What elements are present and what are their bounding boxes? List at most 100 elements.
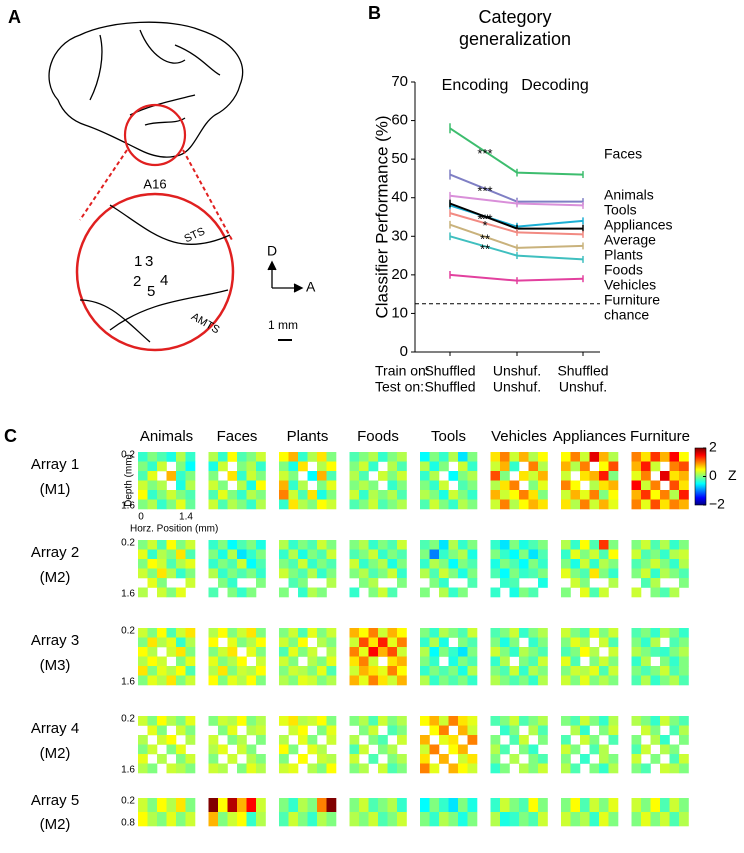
heatmap-cell xyxy=(439,637,449,648)
heatmap-cell xyxy=(608,666,619,676)
heatmap-cell xyxy=(509,549,520,560)
heatmap-cell xyxy=(500,471,510,481)
x-tick-label: Unshuf. xyxy=(559,379,607,395)
heatmap-cell xyxy=(608,628,619,638)
y-tick-label: 0.2 xyxy=(121,626,135,637)
heatmap-cell xyxy=(467,763,478,774)
heatmap-cell xyxy=(166,647,177,657)
heatmap-cell xyxy=(147,666,158,676)
heatmap-cell xyxy=(650,587,661,598)
heatmap-cell xyxy=(237,549,247,560)
heatmap-cell xyxy=(378,568,388,579)
heatmap-cell xyxy=(420,490,430,500)
heatmap-cell xyxy=(458,490,468,500)
column-header: Furniture xyxy=(630,428,690,445)
heatmap-cell xyxy=(528,744,539,755)
x-tick-label: Unshuf. xyxy=(493,363,541,379)
heatmap-cell xyxy=(519,452,529,462)
heatmap-cell xyxy=(166,568,177,579)
heatmap-cell xyxy=(349,568,360,579)
heatmap-cell xyxy=(439,461,449,472)
heatmap-cell xyxy=(631,666,642,676)
heatmap-cell xyxy=(397,647,407,657)
heatmap-cell xyxy=(528,812,539,827)
heatmap-cell xyxy=(429,480,440,491)
heatmap-cell xyxy=(176,628,186,638)
heatmap-cell xyxy=(490,452,501,462)
heatmap-cell xyxy=(166,628,177,638)
heatmap-cell xyxy=(387,540,398,550)
heatmap-cell xyxy=(237,656,247,667)
heatmap-cell xyxy=(589,656,600,667)
heatmap-cell xyxy=(317,675,327,686)
heatmap-cell xyxy=(509,754,520,764)
heatmap-cell xyxy=(237,471,247,481)
heatmap-cell xyxy=(570,452,581,462)
heatmap-cell xyxy=(256,452,266,462)
heatmap-cell xyxy=(669,744,680,755)
heatmap-cell xyxy=(439,559,449,569)
heatmap-cell xyxy=(589,628,600,638)
heatmap-cell xyxy=(641,637,651,648)
heatmap-cell xyxy=(397,559,407,569)
heatmap-cell xyxy=(599,763,609,774)
heatmap-cell xyxy=(500,499,510,510)
heatmap-cell xyxy=(599,637,609,648)
heatmap-cell xyxy=(599,559,609,569)
heatmap-cell xyxy=(157,452,167,462)
heatmap-cell xyxy=(246,540,257,550)
heatmap-cell xyxy=(490,461,501,472)
heatmap-cell xyxy=(538,812,548,827)
heatmap-cell xyxy=(378,540,388,550)
heatmap-cell xyxy=(288,480,299,491)
heatmap-cell xyxy=(467,499,478,510)
heatmap-cell xyxy=(570,461,581,472)
heatmap-cell xyxy=(288,744,299,755)
heatmap-cell xyxy=(561,656,571,667)
heatmap-cell xyxy=(176,656,186,667)
heatmap-cell xyxy=(439,725,449,736)
heatmap-cell xyxy=(439,490,449,500)
heatmap-cell xyxy=(208,675,219,686)
heatmap-cell xyxy=(317,744,327,755)
heatmap-cell xyxy=(359,480,369,491)
heatmap-cell xyxy=(256,578,266,588)
heatmap-cell xyxy=(279,452,289,462)
heatmap-cell xyxy=(500,744,510,755)
row-label: Array 1 xyxy=(31,456,79,473)
heatmap-cell xyxy=(298,490,308,500)
heatmap-cell xyxy=(227,647,238,657)
heatmap-cell xyxy=(157,461,167,472)
heatmap-cell xyxy=(387,587,398,598)
y-tick-label: 0 xyxy=(400,343,408,360)
heatmap-cell xyxy=(368,725,379,736)
heatmap-cell xyxy=(307,587,318,598)
heatmap-cell xyxy=(157,499,167,510)
scale-label: 1 mm xyxy=(268,318,298,332)
heatmap-cell xyxy=(420,480,430,491)
heatmap-cell xyxy=(500,559,510,569)
heatmap-cell xyxy=(378,549,388,560)
heatmap-cell xyxy=(256,480,266,491)
x-tick-label: Unshuf. xyxy=(493,379,541,395)
x-tick-label: 0 xyxy=(138,512,144,523)
heatmap-cell xyxy=(458,461,468,472)
heatmap-cell xyxy=(307,763,318,774)
heatmap-cell xyxy=(326,666,337,676)
y-tick-label: 0.2 xyxy=(121,538,135,549)
heatmap-cell xyxy=(387,812,398,827)
heatmap-cell xyxy=(397,568,407,579)
heatmap-cell xyxy=(349,480,360,491)
heatmap-cell xyxy=(298,578,308,588)
heatmap-cell xyxy=(227,725,238,736)
heatmap-cell xyxy=(208,568,219,579)
heatmap-cell xyxy=(467,812,478,827)
heatmap-cell xyxy=(378,812,388,827)
heatmap-cell xyxy=(458,628,468,638)
heatmap-cell xyxy=(458,559,468,569)
heatmap-cell xyxy=(359,540,369,550)
significance: ** xyxy=(480,211,490,226)
heatmap-cell xyxy=(570,812,581,827)
heatmap-cell xyxy=(669,628,680,638)
heatmap-cell xyxy=(227,568,238,579)
